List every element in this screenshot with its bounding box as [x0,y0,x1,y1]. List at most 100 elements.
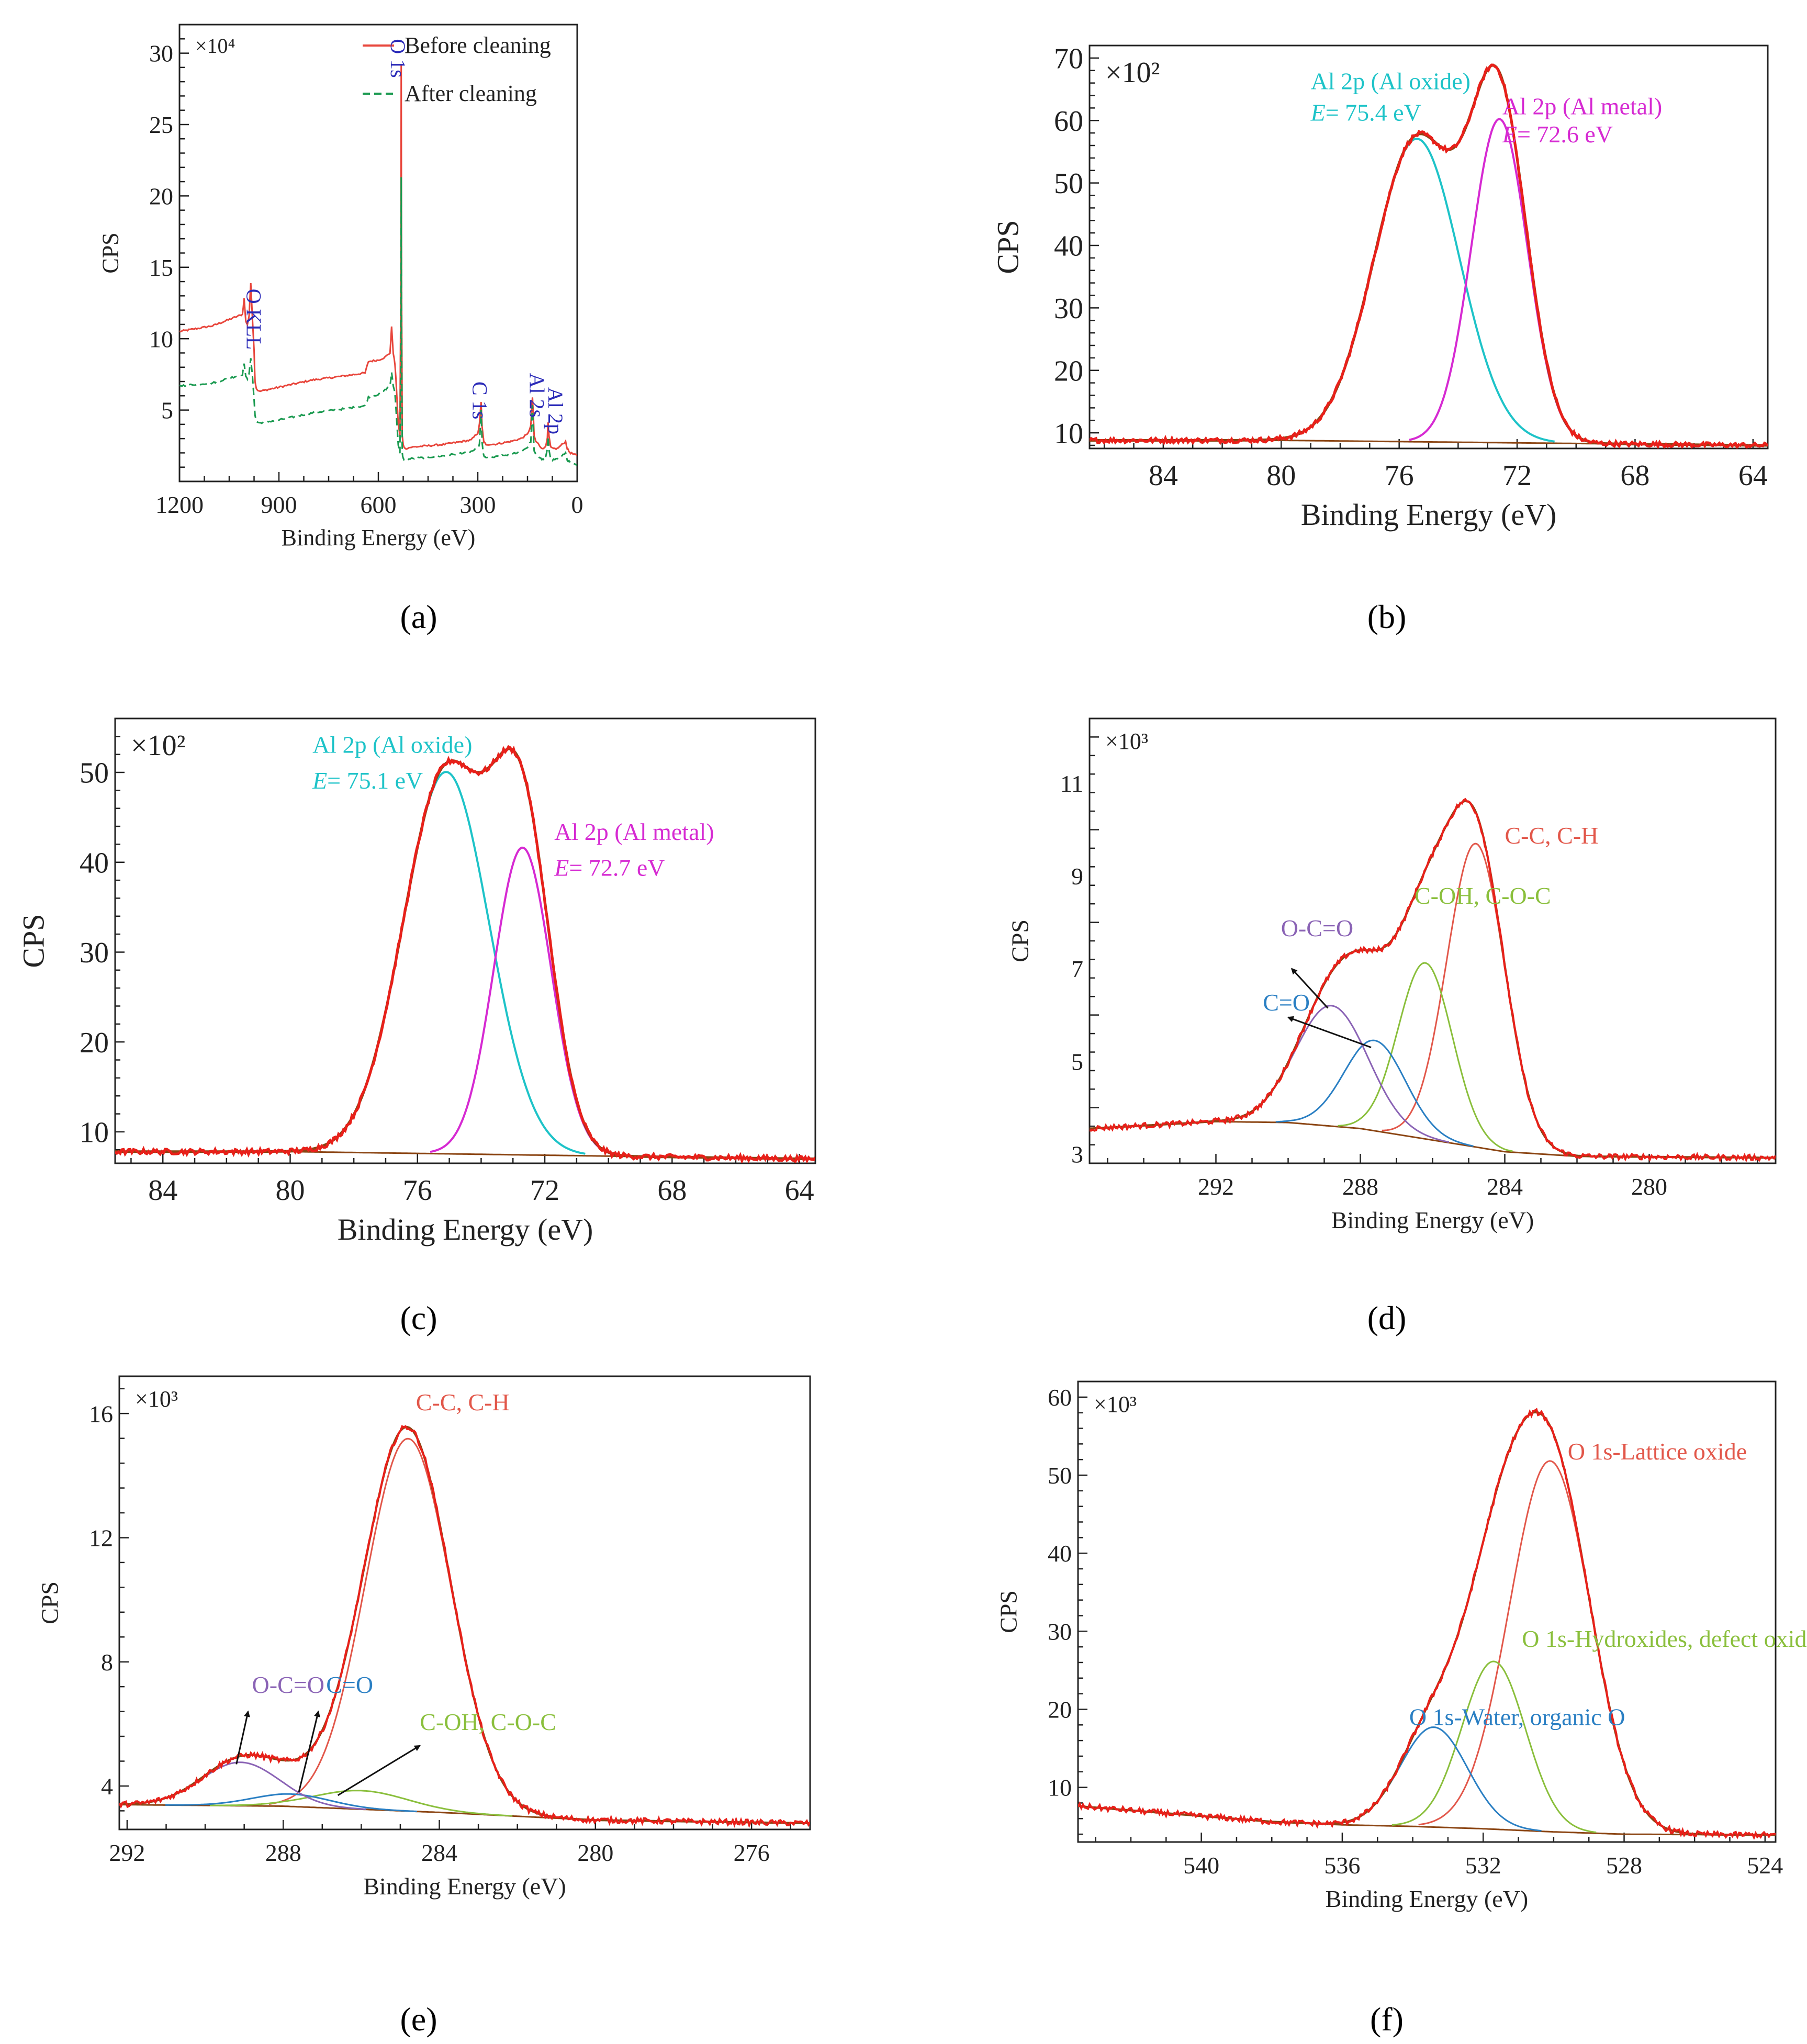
component-blue [1275,1039,1474,1147]
chart-b: 84 80 76 72 68 64 10 20 30 40 50 60 70 Binding Energy… [991,42,1769,532]
peak-label: Al 2s [525,373,548,418]
legend-label: Before cleaning [405,32,551,58]
panel-label-e: (e) [400,2001,437,2038]
peak-annotation: O-C=O [1281,915,1353,941]
x-tick-label: 1200 [155,491,204,518]
peak-annotation: Al 2p (Al oxide) [312,731,472,758]
x-tick-label: 280 [577,1839,613,1866]
panel-label-b: (b) [1367,598,1407,635]
x-axis-title: Binding Energy (eV) [338,1212,593,1246]
annotation-arrow [1287,1016,1372,1049]
y-tick-label: 5 [161,397,173,424]
y-tick-label: 40 [1048,1540,1072,1567]
legend-label: After cleaning [405,81,537,106]
y-tick-label: 16 [89,1400,113,1427]
peak-annotation: O-C=O [252,1671,324,1698]
x-tick-label: 72 [530,1174,559,1207]
panel-label-d: (d) [1367,1299,1407,1337]
x-tick-label: 540 [1183,1852,1219,1879]
x-tick-label: 84 [1149,459,1178,492]
annotation-arrow [298,1710,320,1793]
y-tick-label: 25 [149,111,173,138]
x-tick-label: 600 [361,491,397,518]
multiplier-label: ×10² [131,729,185,762]
measured-spectrum [1090,798,1776,1163]
x-tick-label: 0 [571,491,583,518]
peak-annotation: C-C, C-H [1505,822,1599,849]
peak-annotation: E= 75.1 eV [312,767,423,794]
x-axis-title: Binding Energy (eV) [1331,1207,1534,1233]
component-green [209,1790,513,1817]
peak-annotation: C=O [1263,989,1310,1016]
peak-annotation: Al 2p (Al oxide) [1311,68,1471,95]
chart-c: 84 80 76 72 68 64 10 20 30 40 50 Binding Energy (eV… [17,717,816,1246]
annotation-arrow [235,1710,250,1765]
y-tick-label: 12 [89,1525,113,1552]
annotation-arrow [1291,968,1329,1009]
series-after-cleaning [179,177,577,467]
multiplier-label: ×10³ [1094,1391,1137,1417]
y-tick-label: 30 [1054,293,1083,325]
y-tick-label: 10 [1054,418,1083,450]
y-axis-title: CPS [991,220,1025,274]
x-tick-label: 292 [109,1839,145,1866]
peak-annotation: E= 72.6 eV [1502,121,1613,148]
plot-area [115,745,815,1163]
plot-frame [118,1375,811,1830]
peak-label: C 1s [468,381,492,419]
peak-annotation: E= 72.7 eV [554,855,665,881]
x-tick-label: 76 [1385,459,1414,492]
y-tick-label: 50 [1048,1462,1072,1489]
y-tick-label: 50 [80,757,109,790]
peak-annotation: C-C, C-H [416,1389,510,1416]
panel-label-f: (f) [1370,2001,1404,2038]
series-before-cleaning [179,65,577,457]
y-tick-label: 15 [149,254,173,281]
chart-d: 292 288 284 280 3 5 7 9 11 Binding Energy (eV) CPS… [1007,717,1777,1233]
y-tick-label: 20 [149,183,173,209]
y-tick-label: 7 [1071,956,1083,982]
x-axis-title: Binding Energy (eV) [363,1873,566,1900]
x-tick-label: 68 [657,1174,687,1207]
y-tick-label: 30 [80,937,109,969]
x-tick-label: 524 [1747,1852,1783,1879]
measured-spectrum [1078,1408,1776,1840]
y-tick-label: 3 [1071,1141,1083,1167]
x-tick-label: 80 [1266,459,1296,492]
x-tick-label: 528 [1606,1852,1642,1879]
y-tick-label: 60 [1048,1384,1072,1411]
y-axis-title: CPS [17,914,51,968]
y-tick-label: 10 [80,1116,109,1149]
measured-spectrum [115,745,815,1163]
x-tick-label: 280 [1631,1173,1667,1200]
x-tick-label: 64 [785,1174,814,1207]
x-tick-label: 284 [421,1839,457,1866]
x-tick-label: 900 [261,491,297,518]
plot-area [119,1424,810,1828]
x-tick-label: 300 [460,491,496,518]
x-tick-label: 292 [1198,1173,1234,1200]
y-tick-label: 9 [1071,863,1083,890]
plot-area [1078,1408,1776,1840]
peak-annotation: O 1s-Lattice oxide [1568,1438,1747,1465]
multiplier-label: ×10² [1105,57,1160,89]
x-axis-title: Binding Energy (eV) [282,525,476,551]
y-tick-label: 8 [101,1649,113,1676]
peak-annotation: Al 2p (Al metal) [1502,93,1662,119]
chart-a: 1200 900 600 300 0 5 10 15 20 25 30 Binding Energy … [98,24,583,551]
annotation-arrow [337,1745,421,1796]
chart-e: 292 288 284 280 276 4 8 12 16 Binding Energy (eV)… [37,1375,811,1900]
y-tick-label: 50 [1054,167,1083,200]
y-tick-label: 40 [80,847,109,879]
plot-area [1090,798,1776,1163]
x-tick-label: 288 [265,1839,301,1866]
peak-annotation: C-OH, C-O-C [1415,882,1551,909]
peak-annotation: C=O [326,1671,373,1698]
measured-spectrum [1090,63,1768,448]
x-tick-label: 84 [148,1174,177,1207]
plot-area [1090,63,1768,448]
y-tick-label: 20 [80,1027,109,1059]
plot-frame [114,717,816,1164]
y-tick-label: 10 [149,325,173,352]
